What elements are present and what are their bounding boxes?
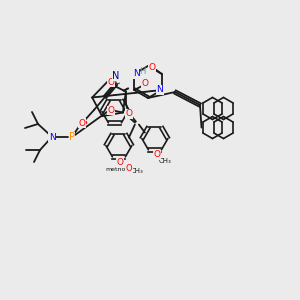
- Text: O: O: [107, 106, 114, 115]
- Text: O: O: [116, 158, 123, 167]
- Text: N: N: [133, 70, 140, 79]
- Text: N: N: [49, 133, 56, 142]
- Text: H: H: [139, 68, 145, 76]
- Text: CH₃: CH₃: [158, 158, 171, 164]
- Text: N: N: [157, 85, 163, 94]
- Text: O: O: [79, 118, 86, 127]
- Text: methoxy: methoxy: [105, 167, 133, 172]
- Text: CH₃: CH₃: [130, 167, 143, 173]
- Text: N: N: [112, 71, 120, 81]
- Text: O: O: [107, 78, 114, 87]
- Text: C: C: [114, 77, 120, 86]
- Text: O: O: [126, 164, 132, 173]
- Text: O: O: [153, 150, 161, 159]
- Text: O: O: [125, 109, 132, 118]
- Text: P: P: [69, 132, 75, 142]
- Text: O: O: [148, 62, 155, 71]
- Text: O: O: [142, 80, 148, 88]
